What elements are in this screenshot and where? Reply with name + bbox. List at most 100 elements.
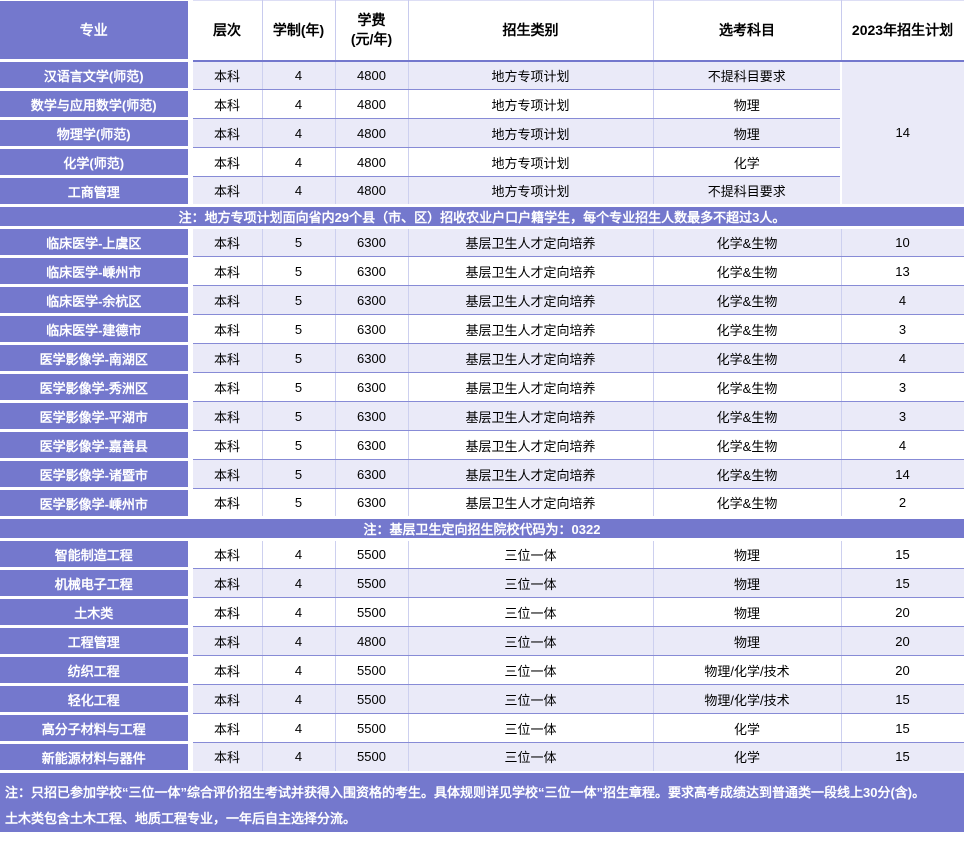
major-cell: 医学影像学-嘉善县 [0, 430, 193, 461]
level-cell: 本科 [189, 655, 263, 685]
plan-merged-cell: 14 [840, 60, 964, 206]
col-header-tuition: 学费 (元/年) [334, 0, 409, 62]
duration-cell: 5 [261, 285, 336, 315]
col-header-category: 招生类别 [407, 0, 654, 62]
duration-cell: 4 [261, 568, 336, 598]
level-cell: 本科 [189, 60, 263, 90]
duration-cell: 5 [261, 256, 336, 286]
level-cell: 本科 [189, 742, 263, 772]
subjects-cell: 物理 [652, 568, 842, 598]
duration-cell: 5 [261, 401, 336, 431]
plan-cell: 10 [840, 227, 964, 257]
note-text: 注：基层卫生定向招生院校代码为：0322 [0, 516, 964, 541]
table-row: 医学影像学-嘉善县 本科 5 6300 基层卫生人才定向培养 化学&生物 4 [0, 430, 964, 461]
duration-cell: 4 [261, 597, 336, 627]
major-cell: 化学(师范) [0, 147, 193, 178]
duration-cell: 5 [261, 488, 336, 518]
plan-cell: 13 [840, 256, 964, 286]
table-row: 工商管理 本科 4 4800 地方专项计划 不提科目要求 [0, 176, 964, 207]
table-row: 医学影像学-嵊州市 本科 5 6300 基层卫生人才定向培养 化学&生物 2 [0, 488, 964, 519]
subjects-cell: 化学 [652, 713, 842, 743]
category-cell: 三位一体 [407, 684, 654, 714]
subjects-cell: 化学&生物 [652, 401, 842, 431]
major-cell: 医学影像学-秀洲区 [0, 372, 193, 403]
tuition-cell: 5500 [334, 742, 409, 772]
major-cell: 高分子材料与工程 [0, 713, 193, 744]
col-header-major: 专业 [0, 0, 193, 62]
subjects-cell: 化学&生物 [652, 256, 842, 286]
level-cell: 本科 [189, 597, 263, 627]
table-row: 工程管理 本科 4 4800 三位一体 物理 20 [0, 626, 964, 657]
subjects-cell: 化学&生物 [652, 488, 842, 518]
subjects-cell: 化学&生物 [652, 459, 842, 489]
major-cell: 轻化工程 [0, 684, 193, 715]
note-row: 注：地方专项计划面向省内29个县（市、区）招收农业户口户籍学生，每个专业招生人数… [0, 204, 964, 229]
category-cell: 地方专项计划 [407, 60, 654, 90]
tuition-cell: 4800 [334, 626, 409, 656]
footer-note: 注：只招已参加学校“三位一体”综合评价招生考试并获得入围资格的考生。具体规则详见… [0, 770, 964, 832]
level-cell: 本科 [189, 713, 263, 743]
plan-cell: 15 [840, 713, 964, 743]
table-row: 新能源材料与器件 本科 4 5500 三位一体 化学 15 [0, 742, 964, 773]
duration-cell: 4 [261, 655, 336, 685]
category-cell: 三位一体 [407, 568, 654, 598]
table-row: 机械电子工程 本科 4 5500 三位一体 物理 15 [0, 568, 964, 599]
major-cell: 医学影像学-嵊州市 [0, 488, 193, 519]
footer-note-row: 注：只招已参加学校“三位一体”综合评价招生考试并获得入围资格的考生。具体规则详见… [0, 770, 964, 832]
tuition-cell: 6300 [334, 401, 409, 431]
duration-cell: 5 [261, 430, 336, 460]
subjects-cell: 物理 [652, 89, 842, 119]
duration-cell: 5 [261, 227, 336, 257]
duration-cell: 4 [261, 60, 336, 90]
subjects-cell: 物理 [652, 539, 842, 569]
level-cell: 本科 [189, 684, 263, 714]
tuition-cell: 6300 [334, 314, 409, 344]
subjects-cell: 化学&生物 [652, 314, 842, 344]
tuition-cell: 5500 [334, 568, 409, 598]
subjects-cell: 化学 [652, 742, 842, 772]
footer-note-line-2: 土木类包含土木工程、地质工程专业，一年后自主选择分流。 [5, 811, 357, 826]
duration-cell: 4 [261, 89, 336, 119]
table-row: 医学影像学-南湖区 本科 5 6300 基层卫生人才定向培养 化学&生物 4 [0, 343, 964, 374]
col-header-level: 层次 [189, 0, 263, 62]
major-cell: 临床医学-余杭区 [0, 285, 193, 316]
table-row: 医学影像学-诸暨市 本科 5 6300 基层卫生人才定向培养 化学&生物 14 [0, 459, 964, 490]
subjects-cell: 物理 [652, 597, 842, 627]
major-cell: 临床医学-嵊州市 [0, 256, 193, 287]
tuition-cell: 5500 [334, 655, 409, 685]
duration-cell: 4 [261, 713, 336, 743]
category-cell: 地方专项计划 [407, 147, 654, 177]
major-cell: 工程管理 [0, 626, 193, 657]
table-row: 医学影像学-平湖市 本科 5 6300 基层卫生人才定向培养 化学&生物 3 [0, 401, 964, 432]
level-cell: 本科 [189, 227, 263, 257]
plan-cell: 20 [840, 597, 964, 627]
plan-cell: 15 [840, 684, 964, 714]
admission-plan-table: 专业 层次 学制(年) 学费 (元/年) 招生类别 选考科目 2023年招生计划… [0, 0, 964, 832]
duration-cell: 4 [261, 539, 336, 569]
table-row: 物理学(师范) 本科 4 4800 地方专项计划 物理 [0, 118, 964, 149]
subjects-cell: 物理 [652, 626, 842, 656]
tuition-cell: 6300 [334, 488, 409, 518]
tuition-cell: 5500 [334, 684, 409, 714]
col-header-subjects: 选考科目 [652, 0, 842, 62]
category-cell: 地方专项计划 [407, 176, 654, 206]
category-cell: 三位一体 [407, 539, 654, 569]
major-cell: 临床医学-上虞区 [0, 227, 193, 258]
major-cell: 医学影像学-南湖区 [0, 343, 193, 374]
plan-cell: 3 [840, 314, 964, 344]
category-cell: 基层卫生人才定向培养 [407, 459, 654, 489]
level-cell: 本科 [189, 459, 263, 489]
subjects-cell: 化学 [652, 147, 842, 177]
major-cell: 临床医学-建德市 [0, 314, 193, 345]
major-cell: 数学与应用数学(师范) [0, 89, 193, 120]
major-cell: 纺织工程 [0, 655, 193, 686]
category-cell: 基层卫生人才定向培养 [407, 314, 654, 344]
tuition-cell: 4800 [334, 176, 409, 206]
category-cell: 基层卫生人才定向培养 [407, 285, 654, 315]
duration-cell: 4 [261, 118, 336, 148]
tuition-cell: 4800 [334, 118, 409, 148]
level-cell: 本科 [189, 118, 263, 148]
duration-cell: 5 [261, 314, 336, 344]
category-cell: 基层卫生人才定向培养 [407, 372, 654, 402]
category-cell: 三位一体 [407, 742, 654, 772]
